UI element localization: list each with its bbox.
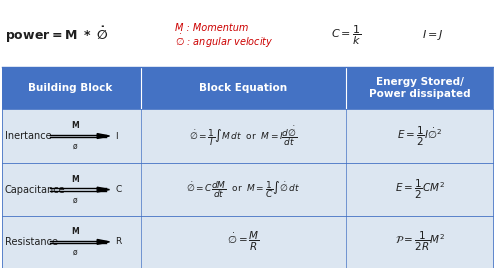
Polygon shape <box>97 187 110 192</box>
Text: M : Momentum: M : Momentum <box>175 23 249 33</box>
Text: Resistance: Resistance <box>5 237 58 247</box>
Text: $\dot{\varnothing} = \dfrac{1}{I}\int M\,dt$  or  $M = I\dfrac{d\dot{\varnothing: $\dot{\varnothing} = \dfrac{1}{I}\int M\… <box>189 124 297 148</box>
Text: M: M <box>71 175 79 184</box>
Text: $E = \dfrac{1}{2}CM^{2}$: $E = \dfrac{1}{2}CM^{2}$ <box>395 178 445 201</box>
Text: $I = J$: $I = J$ <box>422 28 444 42</box>
Text: Block Equation: Block Equation <box>199 83 288 93</box>
Polygon shape <box>97 134 110 138</box>
Text: $\dot{\varnothing} = \dfrac{M}{R}$: $\dot{\varnothing} = \dfrac{M}{R}$ <box>227 230 260 254</box>
Text: Inertance: Inertance <box>5 131 51 141</box>
Text: $C = \dfrac{1}{k}$: $C = \dfrac{1}{k}$ <box>331 23 362 47</box>
Text: $\mathcal{P} = \dfrac{1}{2R}M^{2}$: $\mathcal{P} = \dfrac{1}{2R}M^{2}$ <box>395 230 445 254</box>
Text: $\dot{\varnothing} = C\dfrac{dM}{dt}$  or  $M = \dfrac{1}{C}\int \dot{\varnothin: $\dot{\varnothing} = C\dfrac{dM}{dt}$ or… <box>186 179 300 200</box>
Text: M: M <box>71 121 79 130</box>
Text: ø: ø <box>73 196 77 204</box>
Text: Building Block: Building Block <box>28 83 113 93</box>
Text: ø: ø <box>73 142 77 151</box>
Text: Capacitance: Capacitance <box>5 185 66 195</box>
Text: I: I <box>116 132 118 140</box>
Bar <box>2 216 493 268</box>
Text: M: M <box>71 227 79 236</box>
Text: C: C <box>116 185 122 194</box>
Text: $E = \dfrac{1}{2}I\dot{\varnothing}^{2}$: $E = \dfrac{1}{2}I\dot{\varnothing}^{2}$ <box>397 124 443 148</box>
Text: ø: ø <box>73 248 77 257</box>
Bar <box>2 67 493 109</box>
Bar <box>2 109 493 163</box>
Text: $\mathbf{power = M\ *\ \dot{\varnothing}}$: $\mathbf{power = M\ *\ \dot{\varnothing}… <box>5 25 108 45</box>
Text: Energy Stored/
Power dissipated: Energy Stored/ Power dissipated <box>369 77 471 99</box>
Text: R: R <box>116 237 122 246</box>
Bar <box>2 163 493 216</box>
Text: $\dot{\varnothing}$ : angular velocity: $\dot{\varnothing}$ : angular velocity <box>175 33 274 50</box>
Polygon shape <box>97 240 110 244</box>
